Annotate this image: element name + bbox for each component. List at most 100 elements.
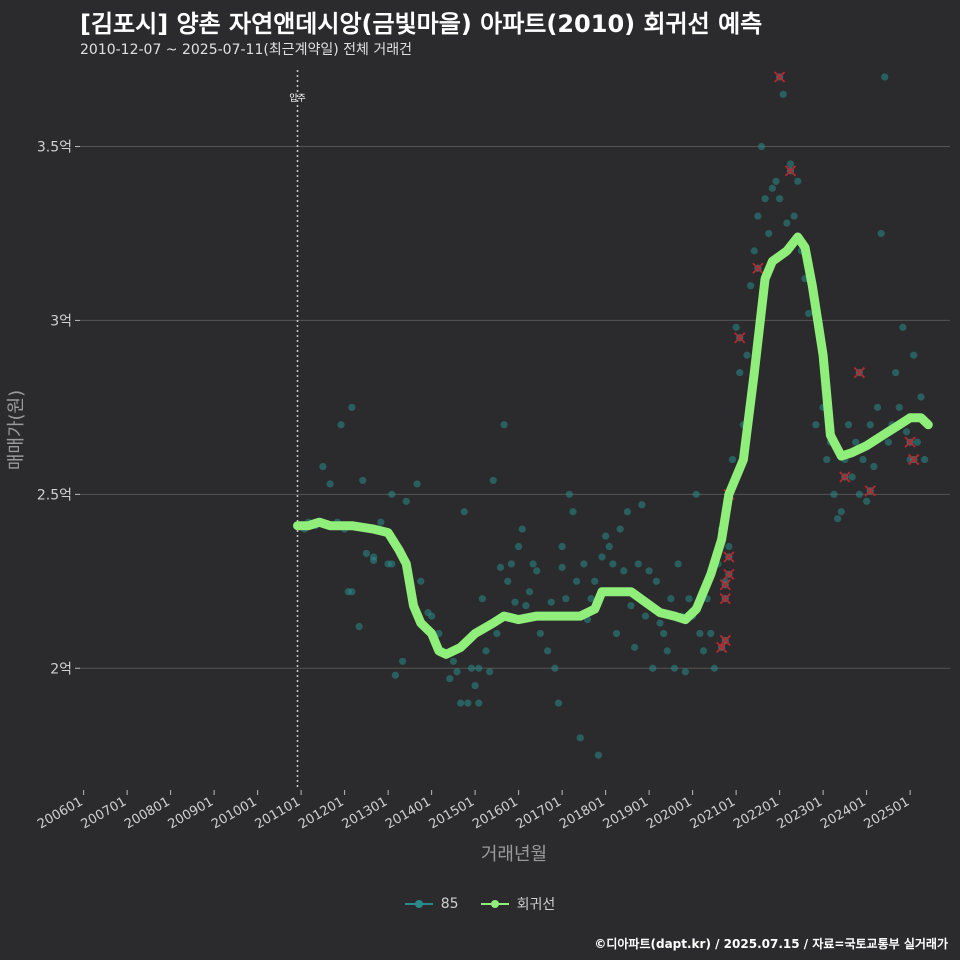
scatter-point <box>805 309 813 318</box>
legend-label-regression: 회귀선 <box>516 897 556 913</box>
scatter-point <box>892 369 900 377</box>
y-tick-label: 2.5억 <box>37 487 72 503</box>
x-tick-label: 202501 <box>862 794 912 832</box>
scatter-point <box>786 160 795 168</box>
cancelled-point <box>904 436 916 448</box>
scatter-point <box>446 675 454 683</box>
scatter-point <box>631 643 639 651</box>
scatter-point <box>707 629 715 638</box>
cancelled-point <box>723 568 735 580</box>
cancelled-point <box>908 453 920 466</box>
scatter-point <box>362 549 370 558</box>
scatter-point <box>645 567 653 575</box>
scatter-point <box>910 351 918 359</box>
cancelled-point-x2 <box>734 332 746 344</box>
scatter-point <box>428 612 436 620</box>
scatter-point <box>620 567 628 575</box>
scatter-point <box>913 438 921 446</box>
scatter-point <box>402 497 410 505</box>
cancelled-point-x2 <box>719 593 731 605</box>
scatter-point <box>580 560 588 568</box>
cancelled-point <box>839 471 851 483</box>
cancelled-point <box>864 485 876 497</box>
cancelled-point-x2 <box>784 165 797 177</box>
scatter-point <box>783 219 791 227</box>
scatter-point <box>399 657 407 665</box>
scatter-point <box>859 455 867 464</box>
scatter-point <box>844 421 853 429</box>
regression-line <box>293 232 933 659</box>
scatter-point <box>873 403 882 411</box>
scatter-point <box>478 595 486 603</box>
scatter-point <box>736 369 744 377</box>
scatter-point <box>776 195 784 203</box>
cancelled-point <box>784 165 797 177</box>
x-tick-label: 202301 <box>775 794 825 832</box>
x-tick-label: 201001 <box>209 794 259 832</box>
x-tick-label: 201501 <box>427 794 477 832</box>
scatter-point <box>692 490 700 498</box>
cancelled-point-x2 <box>908 453 920 466</box>
scatter-point <box>728 455 737 464</box>
cancelled-point <box>719 579 731 591</box>
scatter-point <box>732 323 740 331</box>
x-tick-label: 202101 <box>688 794 738 832</box>
scatter-point <box>486 668 494 676</box>
scatter-point <box>388 490 396 498</box>
scatter-point <box>507 560 515 568</box>
cancelled-point-x2 <box>719 634 731 647</box>
chart-subtitle: 2010-12-07 ~ 2025-07-11(최근계약일) 전체 거래건 <box>80 42 412 58</box>
scatter-point <box>895 403 903 411</box>
scatter-point <box>355 622 363 631</box>
scatter-point <box>569 508 577 516</box>
scatter-point <box>656 619 664 627</box>
legend-item-regression: 회귀선 <box>480 894 556 914</box>
cancelled-point-x2 <box>723 568 735 580</box>
scatter-point <box>768 184 776 192</box>
scatter-point <box>627 602 635 610</box>
x-tick-label: 201901 <box>601 794 651 832</box>
y-axis-label: 매매가(원) <box>6 390 27 470</box>
scatter-point <box>326 480 334 488</box>
x-tick-label: 201701 <box>514 794 564 832</box>
scatter-point <box>870 462 878 471</box>
scatter-point <box>790 212 798 220</box>
scatter-point <box>515 542 523 551</box>
cancelled-point-x2 <box>904 436 916 448</box>
scatter-point <box>605 542 613 551</box>
scatter-point <box>464 699 472 707</box>
scatter-point <box>475 664 483 672</box>
x-tick-label: 200701 <box>79 794 129 832</box>
scatter-point <box>772 177 780 185</box>
scatter-point <box>558 563 566 571</box>
legend-key-regression <box>480 897 509 911</box>
scatter-point <box>696 629 704 638</box>
scatter-point <box>638 501 646 509</box>
cancelled-point <box>723 551 735 563</box>
legend-label-85: 85 <box>440 896 459 912</box>
x-tick-label: 201801 <box>557 794 607 832</box>
scatter-point <box>667 595 675 603</box>
scatter-point <box>794 177 802 185</box>
scatter-point <box>482 647 490 655</box>
scatter-point <box>652 577 660 585</box>
cancelled-point <box>715 641 728 654</box>
x-tick-label: 200801 <box>122 794 172 832</box>
move-in-label: 입주 <box>289 92 306 104</box>
scatter-point <box>391 671 399 679</box>
scatter-point <box>641 612 650 620</box>
cancelled-point <box>853 366 866 379</box>
scatter-point <box>834 515 842 523</box>
scatter-point <box>544 647 552 655</box>
scatter-point <box>547 598 555 606</box>
legend-item-85: 85 <box>404 894 459 914</box>
cancelled-point-x2 <box>839 471 851 483</box>
scatter-point <box>710 664 718 672</box>
scatter-point <box>685 595 693 603</box>
scatter-point <box>725 542 733 551</box>
y-tick-label: 2억 <box>50 661 72 677</box>
scatter-point <box>591 577 599 585</box>
scatter-point <box>902 428 911 436</box>
scatter-point <box>881 73 889 81</box>
scatter-point <box>525 588 534 596</box>
